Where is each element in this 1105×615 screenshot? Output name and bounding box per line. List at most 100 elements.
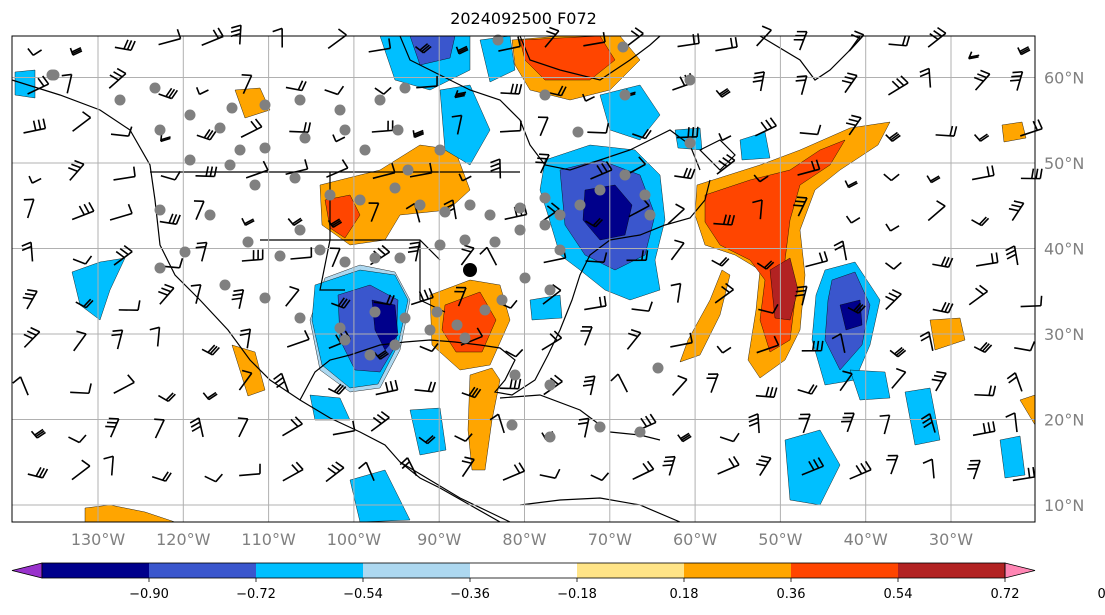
wind-barb [884, 261, 902, 270]
station-dot [154, 262, 166, 274]
anomaly-fills [14, 35, 1036, 523]
wind-barb [282, 416, 303, 437]
wind-barb [23, 198, 35, 219]
wind-barb [23, 118, 47, 134]
colorbar-label: −0.36 [450, 587, 490, 602]
wind-barb [919, 331, 934, 351]
coastline [319, 172, 345, 291]
station-dot [652, 362, 664, 374]
wind-barb [1020, 168, 1043, 180]
wind-barb [706, 373, 719, 393]
wind-barb [193, 200, 205, 220]
station-dot [414, 199, 426, 211]
wind-barb [332, 134, 346, 143]
wind-barb [237, 417, 249, 438]
colorbar-label: 0.54 [884, 587, 913, 602]
latitude-labels: 60°N 50°N 40°N 30°N 20°N 10°N [1044, 69, 1084, 516]
wind-barb [849, 460, 872, 480]
wind-barb [158, 87, 179, 100]
wind-barb [27, 467, 49, 479]
wind-barb [374, 86, 392, 95]
wind-barb [241, 249, 264, 262]
wind-barb [158, 28, 182, 46]
wind-barb [1017, 46, 1031, 56]
wind-barb [289, 122, 312, 133]
station-dot [364, 349, 376, 361]
station-dot [369, 252, 381, 264]
wind-barb [71, 201, 95, 221]
colorbar-label: 0.36 [777, 587, 806, 602]
wind-barb [286, 330, 310, 348]
wind-barb [541, 330, 563, 351]
colorbar-bin [149, 563, 256, 578]
wind-barb [544, 26, 560, 48]
wind-barb [327, 383, 347, 395]
wind-barb [498, 36, 522, 52]
wind-barb [109, 203, 133, 221]
station-dot [354, 194, 366, 206]
wind-barb [922, 458, 935, 479]
wind-barb [677, 432, 692, 443]
station-dot [492, 34, 504, 46]
wind-barb [886, 454, 899, 475]
anomaly-region [904, 387, 941, 446]
wind-barb [149, 326, 161, 347]
station-dot [289, 172, 301, 184]
wind-barb [841, 412, 855, 433]
wind-barb [711, 256, 730, 267]
wind-barb [331, 297, 351, 309]
wind-barb [585, 252, 608, 263]
wind-barb [290, 247, 313, 260]
lon-label: 110°W [241, 530, 296, 549]
wind-barb [158, 283, 175, 305]
station-dot [274, 250, 286, 262]
wind-barb [358, 461, 375, 481]
wind-barb [332, 420, 356, 436]
colorbar-label: −0.72 [236, 587, 276, 602]
station-dot [544, 431, 556, 443]
colorbar-label: 0.72 [991, 587, 1020, 602]
wind-barb [201, 344, 220, 356]
wind-barb [756, 260, 775, 270]
wind-barb [23, 326, 41, 348]
lat-label: 20°N [1044, 411, 1084, 430]
wind-barb [1010, 70, 1024, 91]
wind-barb [12, 376, 29, 396]
wind-barb [590, 160, 613, 180]
station-dot [554, 244, 566, 256]
station-dot [339, 124, 351, 136]
wind-barb [370, 411, 390, 432]
wind-barb [587, 123, 610, 134]
wind-barb [412, 129, 425, 139]
wind-barb [489, 413, 505, 434]
wind-barb [714, 282, 734, 304]
wind-barb [158, 392, 176, 402]
wind-barb [160, 134, 171, 143]
wind-barb [231, 289, 245, 309]
wind-barb [670, 332, 693, 348]
wind-barb [797, 159, 821, 176]
wind-barb [583, 32, 606, 47]
wind-barb [414, 43, 432, 54]
wind-barb [371, 120, 394, 133]
anomaly-region [849, 369, 891, 401]
station-dot [572, 126, 584, 138]
wind-barb [110, 126, 133, 137]
wind-barb [505, 348, 524, 358]
wind-barb [375, 379, 399, 396]
wind-barb [1008, 200, 1025, 221]
wind-barb [931, 370, 947, 392]
wind-barb [113, 374, 135, 394]
colorbar-bin [791, 563, 898, 578]
wind-barb [716, 345, 732, 354]
wind-barb [75, 298, 94, 309]
wind-barb [845, 215, 861, 224]
station-dot [489, 236, 501, 248]
wind-barb [416, 76, 438, 89]
wind-barb [73, 330, 87, 352]
station-markers [46, 34, 696, 443]
wind-barb [327, 218, 343, 228]
station-dot [154, 204, 166, 216]
wind-barb [932, 256, 954, 268]
wind-barb [325, 461, 345, 483]
